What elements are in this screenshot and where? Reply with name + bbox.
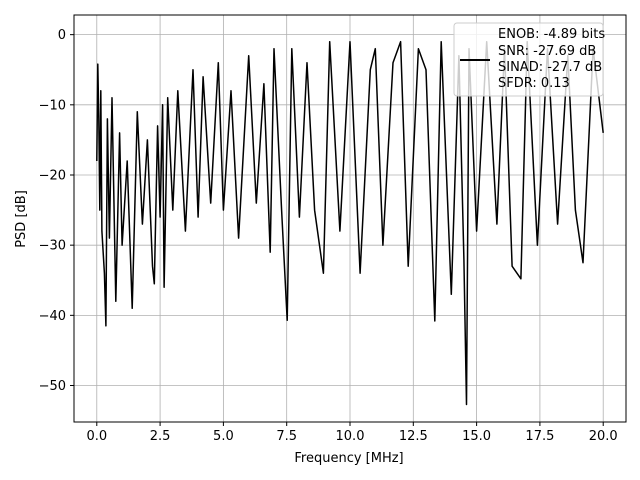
x-tick-label: 7.5 <box>276 429 297 444</box>
y-axis: 0 −10 −20 −30 −40 −50 <box>39 28 74 394</box>
legend-entry-snr: SNR: -27.69 dB <box>498 44 596 59</box>
legend-entry-sinad: SINAD: -27.7 dB <box>498 60 602 75</box>
x-tick-label: 2.5 <box>150 429 171 444</box>
x-axis: 0.0 2.5 5.0 7.5 10.0 12.5 15.0 17.5 20.0 <box>86 422 618 444</box>
x-tick-label: 10.0 <box>336 429 365 444</box>
legend-box <box>453 22 604 97</box>
y-tick-label: −30 <box>39 239 66 254</box>
x-tick-label: 12.5 <box>399 429 428 444</box>
y-axis-label: PSD [dB] <box>14 190 29 248</box>
legend-entry-enob: ENOB: -4.89 bits <box>498 27 605 42</box>
x-tick-label: 17.5 <box>525 429 554 444</box>
y-tick-label: −40 <box>39 309 66 324</box>
x-tick-label: 5.0 <box>213 429 234 444</box>
x-axis-label: Frequency [MHz] <box>294 451 403 466</box>
psd-series-line <box>96 40 604 406</box>
legend: ENOB: -4.89 bits SNR: -27.69 dB SINAD: -… <box>453 22 605 97</box>
y-tick-label: −10 <box>39 98 66 113</box>
x-tick-label: 0.0 <box>86 429 107 444</box>
y-tick-label: −20 <box>39 168 66 183</box>
legend-entry-sfdr: SFDR: 0.13 <box>498 76 570 91</box>
x-tick-label: 15.0 <box>462 429 491 444</box>
y-tick-label: −50 <box>39 379 66 394</box>
series-layer <box>96 40 604 406</box>
x-tick-label: 20.0 <box>589 429 618 444</box>
y-tick-label: 0 <box>58 28 66 43</box>
